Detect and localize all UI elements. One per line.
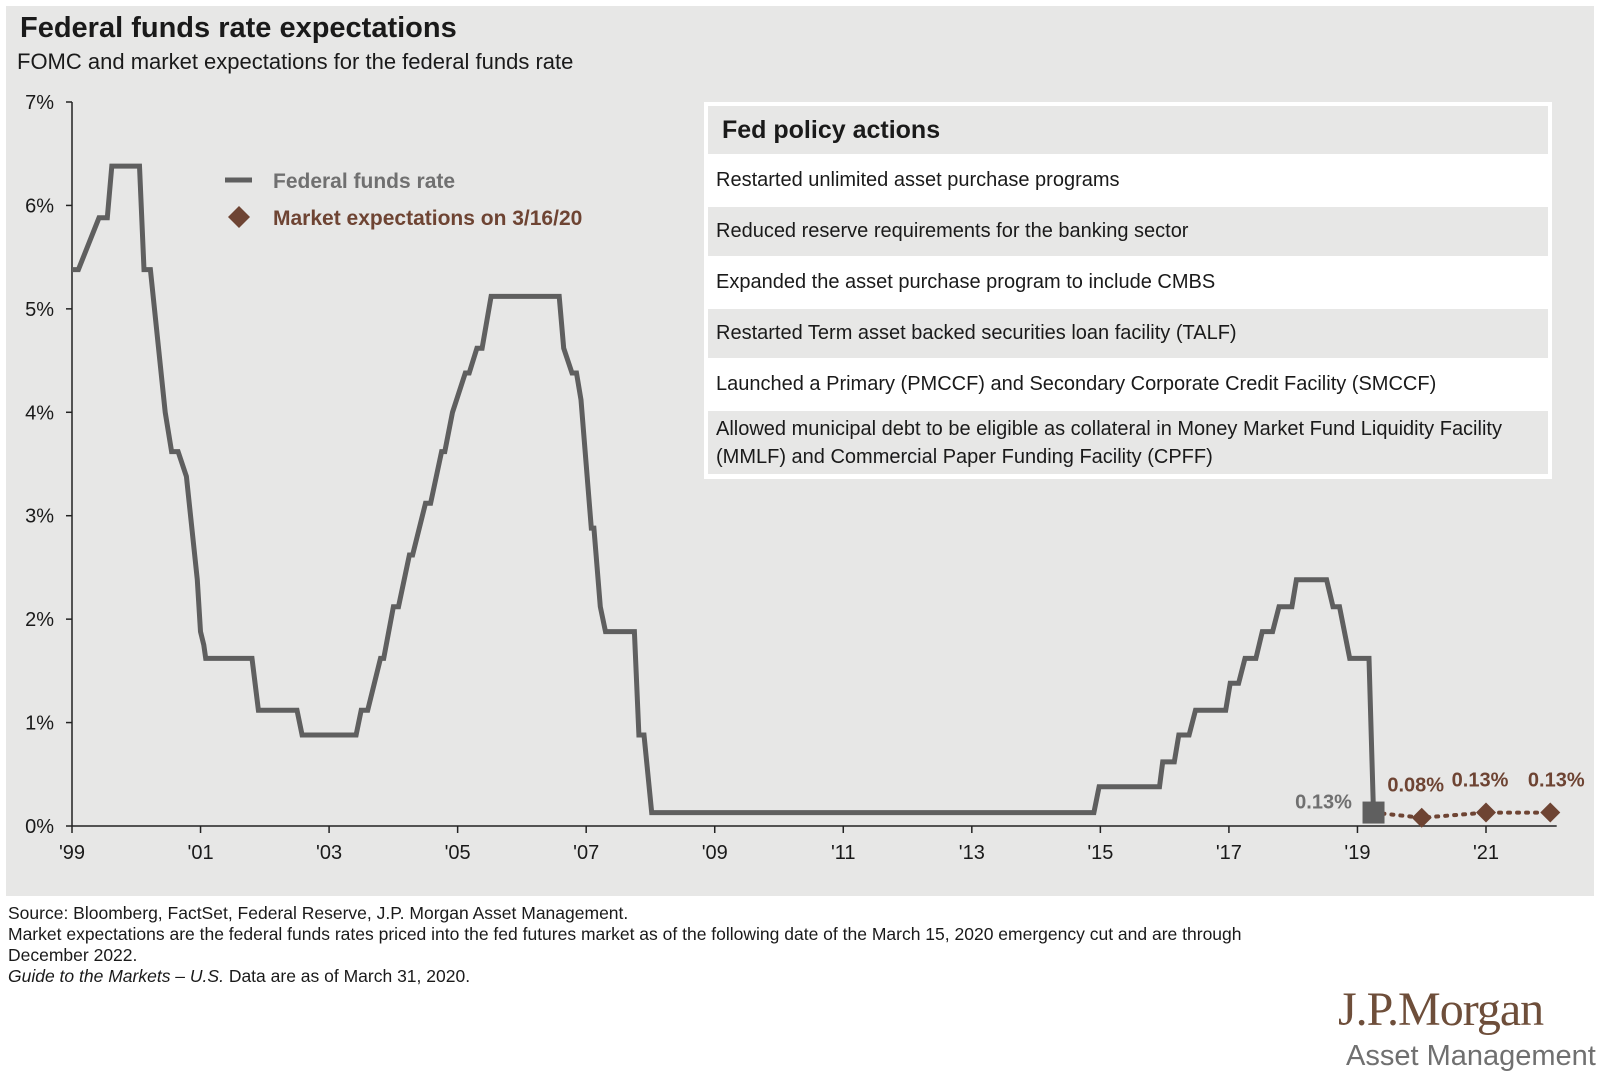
chart-legend: Federal funds rate Market expectations on… <box>225 170 582 230</box>
y-tick-label: 7% <box>25 92 54 114</box>
x-tick-label: '99 <box>59 842 85 864</box>
x-tick-label: '05 <box>445 842 471 864</box>
y-tick-label: 6% <box>25 195 54 217</box>
data-label: 0.13% <box>1295 792 1352 814</box>
x-tick-label: '19 <box>1344 842 1370 864</box>
x-tick-label: '07 <box>573 842 599 864</box>
y-tick-label: 2% <box>25 609 54 631</box>
legend-label: Federal funds rate <box>273 170 455 193</box>
methodology-note: Market expectations are the federal fund… <box>8 924 1242 965</box>
x-tick-label: '09 <box>702 842 728 864</box>
y-tick-label: 1% <box>25 713 54 735</box>
data-date: Data are as of March 31, 2020. <box>228 966 471 986</box>
x-tick-label: '21 <box>1473 842 1499 864</box>
data-label: 0.13% <box>1528 770 1585 792</box>
data-label: 0.08% <box>1387 775 1444 797</box>
y-tick-label: 5% <box>25 299 54 321</box>
chart-axes: 0% 1% 2% 3% 4% 5% 6% 7% '99 '01 '03 '05 '07 '09 '11 '13… <box>25 92 1557 864</box>
x-tick-label: '01 <box>188 842 214 864</box>
policy-item: Launched a Primary (PMCCF) and Secondary… <box>716 373 1437 395</box>
asset-management-wordmark: Asset Management <box>1346 1040 1596 1072</box>
expectation-point <box>1476 802 1496 823</box>
market-expectations-line <box>1371 810 1553 820</box>
federal-funds-rate-line <box>72 163 1376 816</box>
jpmorgan-logo: J.P.Morgan <box>1338 983 1544 1036</box>
y-tick-label: 0% <box>25 816 54 838</box>
x-tick-label: '11 <box>831 842 856 864</box>
expectation-point <box>1411 807 1432 828</box>
legend-diamond-swatch <box>228 206 250 228</box>
policy-item: Allowed municipal debt to be eligible as… <box>708 411 1548 474</box>
data-label: 0.13% <box>1452 770 1509 792</box>
fed-policy-box: Fed policy actions Restarted unlimited a… <box>704 102 1552 479</box>
x-tick-label: '17 <box>1216 842 1242 864</box>
current-rate-marker <box>1362 801 1385 824</box>
guide-note: Guide to the Markets – U.S. Data are as … <box>8 966 1308 987</box>
x-tick-label: '13 <box>959 842 985 864</box>
footer-notes: Source: Bloomberg, FactSet, Federal Rese… <box>8 903 1308 987</box>
series-layer <box>72 163 1561 828</box>
y-tick-label: 3% <box>25 506 54 528</box>
chart-subtitle: FOMC and market expectations for the fed… <box>17 49 574 74</box>
legend-label: Market expectations on 3/16/20 <box>273 207 582 230</box>
policy-heading: Fed policy actions <box>708 106 1548 154</box>
x-tick-label: '03 <box>316 842 342 864</box>
expectation-point <box>1540 802 1561 823</box>
policy-item: Restarted Term asset backed securities l… <box>708 309 1548 358</box>
chart-title: Federal funds rate expectations <box>20 12 457 44</box>
y-tick-label: 4% <box>25 402 54 424</box>
source-note: Source: Bloomberg, FactSet, Federal Rese… <box>8 903 629 923</box>
x-tick-label: '15 <box>1087 842 1113 864</box>
policy-item: Restarted unlimited asset purchase progr… <box>716 169 1120 191</box>
guide-title: Guide to the Markets – U.S. <box>8 966 224 986</box>
data-labels: 0.13% 0.08% 0.13% 0.13% <box>1295 770 1585 814</box>
policy-item: Reduced reserve requirements for the ban… <box>708 207 1548 256</box>
policy-item: Expanded the asset purchase program to i… <box>716 271 1216 293</box>
chart-canvas: 0% 1% 2% 3% 4% 5% 6% 7% '99 '01 '03 '05 '07 '09 '11 '13… <box>25 92 1585 864</box>
